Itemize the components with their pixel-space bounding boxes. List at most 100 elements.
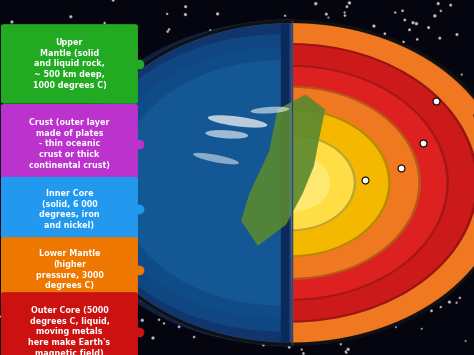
Point (300, 351, 307, 355)
Point (384, 312, 392, 318)
Point (240, 255, 248, 260)
Point (431, 99, 438, 105)
Point (165, 27, 173, 32)
Point (241, 326, 248, 332)
Point (171, 313, 178, 319)
Point (406, 231, 413, 236)
Text: Crust (outer layer
made of plates
- thin oceanic
crust or thick
continental crus: Crust (outer layer made of plates - thin… (29, 118, 110, 170)
FancyBboxPatch shape (1, 177, 138, 242)
Wedge shape (292, 65, 449, 301)
Point (316, 86, 323, 92)
Point (164, 29, 172, 34)
Point (422, 161, 429, 166)
Point (379, 218, 386, 223)
Point (385, 265, 392, 271)
Point (138, 317, 146, 323)
Point (235, 46, 242, 51)
Point (244, 44, 252, 49)
Point (298, 74, 306, 80)
Point (392, 324, 400, 330)
Point (438, 102, 446, 108)
Point (170, 67, 178, 73)
Point (357, 278, 365, 284)
Point (287, 225, 295, 231)
FancyBboxPatch shape (1, 237, 138, 302)
Point (400, 224, 407, 230)
Ellipse shape (251, 107, 289, 114)
Point (81, 214, 88, 220)
Point (319, 99, 326, 105)
Polygon shape (241, 95, 325, 246)
Point (381, 266, 388, 272)
Point (200, 123, 208, 129)
Point (300, 150, 307, 155)
Point (228, 261, 235, 267)
FancyBboxPatch shape (1, 104, 138, 184)
Point (257, 214, 264, 220)
Point (416, 252, 423, 258)
Point (207, 27, 214, 33)
Point (200, 197, 207, 203)
Point (337, 342, 345, 347)
Point (398, 58, 405, 64)
Point (300, 162, 307, 167)
Point (359, 129, 367, 134)
Point (172, 180, 180, 186)
Point (10, 56, 18, 62)
Point (362, 34, 369, 40)
Point (170, 65, 177, 71)
Point (184, 289, 192, 294)
Point (392, 10, 399, 15)
Point (295, 185, 302, 191)
Point (343, 350, 350, 355)
Point (314, 298, 322, 304)
Point (78, 65, 86, 71)
Point (446, 299, 453, 305)
Point (258, 105, 265, 110)
Wedge shape (117, 60, 281, 306)
Point (82, 77, 90, 83)
Wedge shape (292, 21, 474, 344)
Point (169, 283, 177, 289)
Point (318, 316, 326, 322)
Point (453, 300, 460, 306)
Point (416, 145, 423, 151)
Point (421, 60, 428, 66)
Point (29, 246, 37, 252)
Point (286, 120, 294, 126)
Point (156, 222, 164, 228)
Wedge shape (292, 134, 356, 231)
Point (319, 43, 327, 49)
Point (230, 75, 238, 81)
Point (8, 19, 16, 25)
Point (227, 61, 234, 66)
Point (71, 71, 79, 76)
Point (99, 119, 107, 125)
Point (462, 256, 470, 262)
Point (63, 342, 71, 348)
Wedge shape (76, 21, 292, 344)
Point (256, 295, 264, 300)
Point (394, 48, 402, 53)
Point (182, 104, 190, 110)
Point (267, 294, 275, 300)
Point (273, 221, 281, 227)
Point (56, 44, 64, 49)
Point (194, 189, 202, 195)
Point (248, 126, 255, 132)
Wedge shape (292, 154, 330, 212)
Point (8, 36, 15, 41)
Point (162, 109, 170, 114)
Point (437, 256, 444, 261)
Point (454, 93, 461, 99)
Point (0, 314, 4, 320)
Point (456, 240, 464, 245)
Point (435, 176, 443, 181)
Point (204, 168, 211, 174)
Point (257, 248, 264, 254)
Point (114, 277, 121, 283)
Point (412, 186, 419, 192)
Point (421, 103, 429, 108)
Wedge shape (292, 86, 421, 280)
Point (206, 303, 214, 309)
